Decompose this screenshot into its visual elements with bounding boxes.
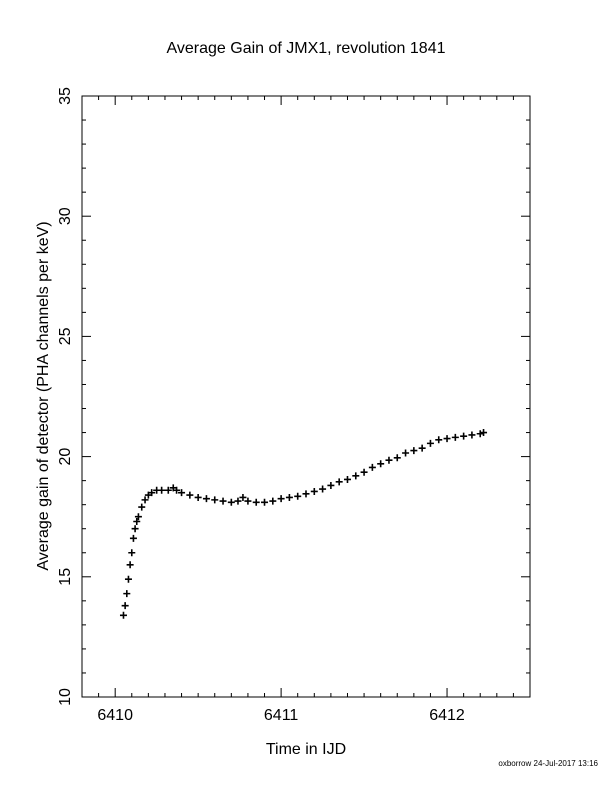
data-point [178,489,186,497]
y-axis-label: Average gain of detector (PHA channels p… [35,221,52,570]
data-point [393,454,401,462]
data-point [294,492,302,500]
data-point [327,481,335,489]
x-axis-label: Time in IJD [266,741,346,758]
data-point [148,489,156,497]
data-point [138,503,146,511]
y-tick-label: 35 [57,87,74,105]
data-point [426,439,434,447]
data-point [119,611,127,619]
data-point [476,430,484,438]
tick-labels: 6410 6411 6412 10 15 20 25 30 35 [57,87,465,724]
data-points [119,429,488,619]
footer-stamp: oxborrow 24-Jul-2017 13:16 [498,759,598,768]
axis-ticks [81,95,531,698]
data-point [131,525,139,533]
data-point [352,472,360,480]
data-point [377,460,385,468]
data-point [126,561,134,569]
chart-title: Average Gain of JMX1, revolution 1841 [167,40,446,57]
data-point [186,491,194,499]
data-point [129,534,137,542]
data-point [277,495,285,503]
y-tick-label: 30 [57,207,74,225]
data-point [302,490,310,498]
data-point [121,602,129,610]
data-point [402,449,410,457]
data-point [194,493,202,501]
data-point [360,468,368,476]
x-tick-label: 6412 [429,707,465,724]
data-point [451,433,459,441]
data-point [164,486,172,494]
data-point [134,513,142,521]
data-point [418,444,426,452]
data-point [480,429,488,437]
data-point [211,496,219,504]
x-tick-label: 6411 [264,707,299,724]
data-point [310,487,318,495]
data-point [285,493,293,501]
data-point [443,435,451,443]
data-point [227,498,235,506]
data-point [261,498,269,506]
data-point [133,518,141,526]
data-point [368,463,376,471]
data-point [202,495,210,503]
plot-frame [81,95,531,698]
data-point [141,496,149,504]
data-point [123,590,131,598]
data-point [173,486,181,494]
data-point [219,497,227,505]
data-point [124,575,132,583]
data-point [239,493,247,501]
data-point [252,498,260,506]
data-point [468,431,476,439]
y-tick-label: 25 [57,327,74,345]
y-tick-label: 10 [57,688,74,706]
data-point [410,447,418,455]
data-point [234,497,242,505]
x-tick-label: 6410 [97,707,133,724]
data-point [335,478,343,486]
data-point [460,432,468,440]
data-point [158,486,166,494]
y-tick-label: 20 [57,448,74,466]
data-point [319,485,327,493]
y-tick-label: 15 [57,568,74,586]
data-point [128,549,136,557]
data-point [385,456,393,464]
data-point [435,436,443,444]
data-point [343,475,351,483]
data-point [244,497,252,505]
data-point [269,497,277,505]
